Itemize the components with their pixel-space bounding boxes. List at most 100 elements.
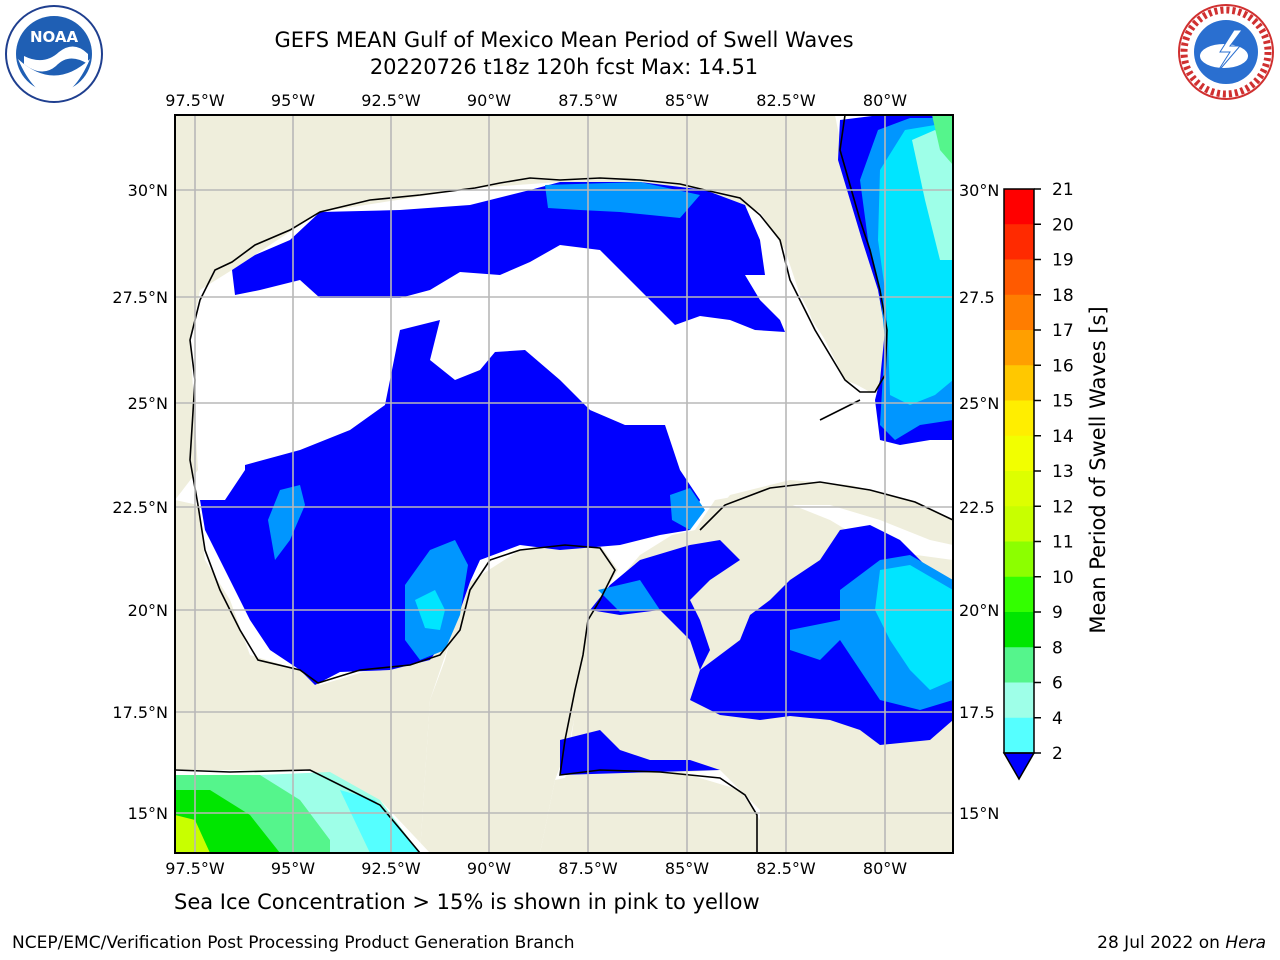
lon-tick: 95°W: [271, 91, 315, 110]
colorbar: 21 20 19 18 17 16 15 14 13 12 11 10 9 8 6 4 2: [1002, 180, 1074, 781]
colorbar-segment: [1004, 647, 1034, 683]
swell-fields: [175, 115, 953, 853]
lon-tick: 87.5°W: [558, 91, 618, 110]
lon-tick: 90°W: [467, 859, 511, 878]
swell-lightblue-yucatan: [598, 580, 660, 612]
lon-tick: 82.5°W: [756, 91, 816, 110]
lat-tick: 17.5: [959, 703, 995, 722]
footer-date-text: 28 Jul 2022 on: [1097, 933, 1226, 953]
colorbar-segment: [1004, 576, 1034, 613]
lat-tick: 15°N: [128, 804, 168, 823]
lat-tick: 20°N: [959, 601, 999, 620]
colorbar-tick-label: 8: [1052, 638, 1063, 658]
colorbar-segment: [1004, 189, 1034, 225]
lon-ticks-bottom: 97.5°W 95°W 92.5°W 90°W 87.5°W 85°W 82.5…: [165, 859, 907, 878]
cuba: [700, 480, 953, 545]
colorbar-tick-label: 12: [1052, 497, 1074, 517]
colorbar-segment: [1004, 224, 1034, 260]
lat-ticks-left: 30°N 27.5°N 25°N 22.5°N 20°N 17.5°N 15°N: [112, 181, 168, 823]
lat-tick: 27.5: [959, 288, 995, 307]
swell-lightblue-south-tx: [268, 485, 305, 560]
noaa-logo: NOAA: [5, 5, 103, 103]
lat-tick: 15°N: [959, 804, 999, 823]
colorbar-segment: [1004, 717, 1034, 754]
colorbar-segment: [1004, 612, 1034, 648]
colorbar-segment: [1004, 400, 1034, 437]
florida: [770, 190, 885, 392]
swell-blue-yucatan-channel: [560, 730, 720, 775]
colorbar-segment: [1004, 541, 1034, 578]
colorbar-segment: [1004, 365, 1034, 401]
lon-tick: 97.5°W: [165, 91, 225, 110]
sea-ice-note: Sea Ice Concentration > 15% is shown in …: [174, 890, 760, 914]
swell-blue-central: [200, 320, 700, 685]
colorbar-tick-label: 19: [1052, 251, 1074, 271]
nws-logo: [1178, 4, 1274, 100]
colorbar-segment: [1004, 259, 1034, 296]
lon-tick: 97.5°W: [165, 859, 225, 878]
lat-tick: 27.5°N: [112, 288, 168, 307]
lon-tick: 85°W: [665, 859, 709, 878]
swell-lightblue-fl-panhandle: [545, 182, 700, 218]
lon-tick: 87.5°W: [558, 859, 618, 878]
lon-tick: 92.5°W: [361, 859, 421, 878]
colorbar-tick-label: 17: [1052, 321, 1074, 341]
mexico-coast: [175, 500, 470, 853]
footer-credit: NCEP/EMC/Verification Post Processing Pr…: [12, 933, 575, 953]
footer-host: Hera: [1225, 933, 1266, 953]
colorbar-tick-label: 15: [1052, 392, 1074, 412]
colorbar-tick-label: 14: [1052, 427, 1074, 447]
lon-tick: 85°W: [665, 91, 709, 110]
map-subtitle: 20220726 t18z 120h fcst Max: 14.51: [369, 55, 759, 79]
colorbar-segment: [1004, 682, 1034, 719]
swell-green-atlantic: [932, 115, 953, 165]
footer-date: 28 Jul 2022 on Hera: [1097, 933, 1266, 953]
colorbar-tick-label: 4: [1052, 709, 1063, 729]
colorbar-tick-label: 11: [1052, 533, 1074, 553]
swell-cyan-caribbean-east: [875, 565, 953, 690]
colorbar-tick-label: 13: [1052, 462, 1074, 482]
lat-tick: 25°N: [128, 394, 168, 413]
colorbar-segment: [1004, 471, 1034, 507]
lon-tick: 92.5°W: [361, 91, 421, 110]
gridlines: [175, 115, 953, 853]
lat-tick: 17.5°N: [112, 703, 168, 722]
colorbar-tick-label: 18: [1052, 286, 1074, 306]
colorbar-tick-label: 2: [1052, 744, 1063, 764]
lon-tick: 90°W: [467, 91, 511, 110]
swell-pacific-yellowgreen: [175, 815, 210, 853]
colorbar-segment: [1004, 330, 1034, 366]
swell-pacific-cyan: [340, 790, 420, 853]
yucatan-peninsula: [420, 545, 618, 853]
colorbar-label: Mean Period of Swell Waves [s]: [1086, 306, 1110, 633]
lat-tick: 30°N: [959, 181, 999, 200]
map-frame: [174, 114, 954, 854]
lat-tick: 25°N: [959, 394, 999, 413]
map-title: GEFS MEAN Gulf of Mexico Mean Period of …: [274, 28, 854, 52]
lon-tick: 80°W: [863, 91, 907, 110]
central-america: [540, 770, 760, 853]
colorbar-extension: [1002, 752, 1036, 781]
lon-ticks-top: 97.5°W 95°W 92.5°W 90°W 87.5°W 85°W 82.5…: [165, 91, 907, 110]
lat-tick: 30°N: [128, 181, 168, 200]
lon-tick: 95°W: [271, 859, 315, 878]
colorbar-segment: [1004, 506, 1034, 542]
lat-ticks-right: 30°N 27.5 25°N 22.5 20°N 17.5 15°N: [959, 181, 999, 823]
colorbar-segment: [1004, 435, 1034, 472]
colorbar-tick-label: 10: [1052, 568, 1074, 588]
svg-text:NOAA: NOAA: [30, 28, 79, 46]
colorbar-tick-label: 16: [1052, 356, 1074, 376]
lon-tick: 82.5°W: [756, 859, 816, 878]
colorbar-tick-label: 21: [1052, 180, 1074, 200]
lat-tick: 22.5°N: [112, 498, 168, 517]
lon-tick: 80°W: [863, 859, 907, 878]
colorbar-segment: [1004, 294, 1034, 331]
colorbar-tick-label: 20: [1052, 215, 1074, 235]
lat-tick: 20°N: [128, 601, 168, 620]
swell-blue-north: [232, 182, 785, 332]
swell-lightcyan-atlantic: [912, 130, 953, 260]
lat-tick: 22.5: [959, 498, 995, 517]
colorbar-tick-label: 9: [1052, 603, 1063, 623]
map-area: [175, 115, 953, 853]
